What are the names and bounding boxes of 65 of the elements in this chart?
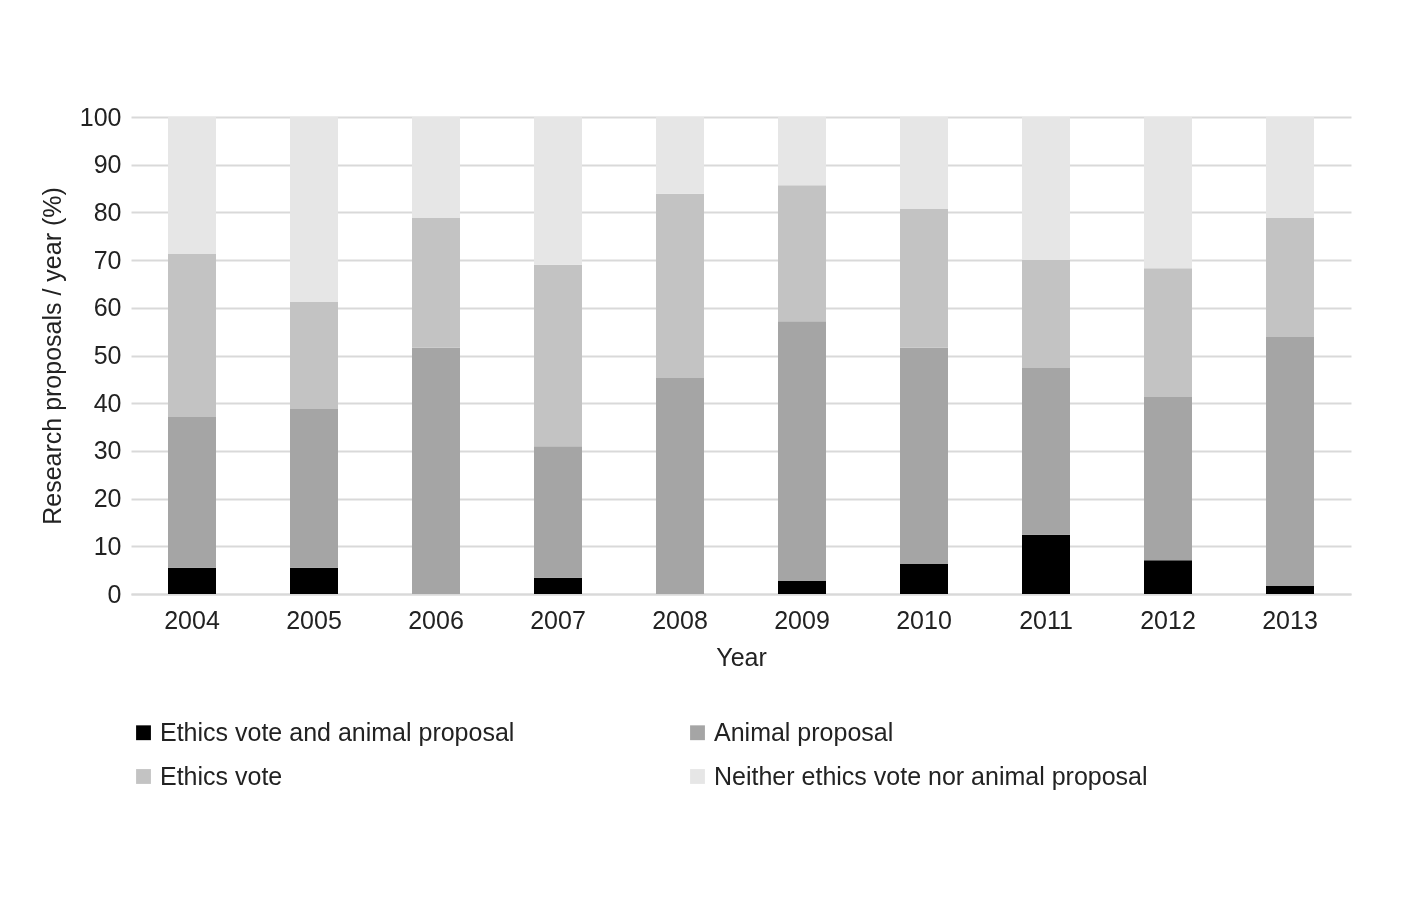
- bar: [412, 218, 460, 348]
- bar: [534, 446, 582, 578]
- y-tick-label: 90: [93, 150, 122, 179]
- bar: [168, 253, 216, 418]
- bar: [778, 185, 826, 322]
- bar: [1266, 218, 1314, 337]
- x-tick-label: 2005: [286, 605, 342, 634]
- x-tick-label: 2004: [164, 605, 220, 634]
- legend-label: Animal proposal: [714, 717, 894, 746]
- y-tick-label: 80: [93, 197, 122, 226]
- bar: [1022, 117, 1070, 261]
- bar: [1266, 336, 1314, 586]
- x-tick-label: 2011: [1019, 605, 1073, 634]
- bar: [656, 377, 704, 594]
- x-tick-label: 2006: [408, 605, 464, 634]
- x-axis-title: Year: [716, 642, 767, 671]
- bar: [290, 408, 338, 568]
- bar: [1144, 560, 1192, 594]
- bar: [656, 117, 704, 194]
- bar: [1144, 117, 1192, 269]
- bar: [168, 417, 216, 568]
- y-tick-label: 40: [93, 388, 122, 417]
- y-tick-label: 70: [93, 245, 122, 274]
- bar: [1144, 397, 1192, 561]
- bar: [412, 117, 460, 219]
- bar: [412, 347, 460, 594]
- x-tick-label: 2009: [774, 605, 830, 634]
- bar: [900, 117, 948, 210]
- y-tick-label: 60: [93, 293, 122, 322]
- y-tick-label: 50: [93, 341, 122, 369]
- bar: [534, 264, 582, 447]
- bar: [778, 321, 826, 582]
- y-tick-label: 0: [107, 579, 122, 608]
- bar: [1022, 367, 1070, 535]
- bar: [290, 302, 338, 409]
- bar: [1144, 268, 1192, 397]
- bar: [900, 209, 948, 348]
- bar: [900, 347, 948, 564]
- x-tick-label: 2008: [652, 605, 708, 634]
- x-tick-label: 2007: [530, 605, 586, 634]
- bar: [900, 563, 948, 594]
- legend-label: Ethics vote: [160, 761, 283, 790]
- bar: [778, 117, 826, 186]
- legend-label: Neither ethics vote nor animal proposal: [714, 761, 1148, 790]
- bar: [1266, 585, 1314, 594]
- bar: [534, 117, 582, 265]
- y-tick-label: 100: [79, 102, 122, 131]
- x-tick-label: 2010: [896, 605, 952, 634]
- bar: [1266, 117, 1314, 219]
- bar: [1022, 534, 1070, 594]
- x-tick-label: 2012: [1140, 605, 1196, 634]
- y-tick-label: 10: [93, 531, 122, 560]
- bar: [534, 577, 582, 594]
- bar: [168, 117, 216, 254]
- y-tick-label: 20: [93, 484, 122, 513]
- bar: [656, 193, 704, 378]
- x-tick-label: 2013: [1262, 605, 1318, 634]
- y-tick-label: 30: [93, 436, 122, 465]
- legend-label: Ethics vote and animal proposal: [160, 717, 515, 746]
- bar: [290, 567, 338, 594]
- bar: [778, 581, 826, 594]
- bar: [290, 117, 338, 303]
- bar: [1022, 260, 1070, 368]
- y-axis-title: Research proposals / year (%): [37, 187, 66, 525]
- bar: [168, 567, 216, 594]
